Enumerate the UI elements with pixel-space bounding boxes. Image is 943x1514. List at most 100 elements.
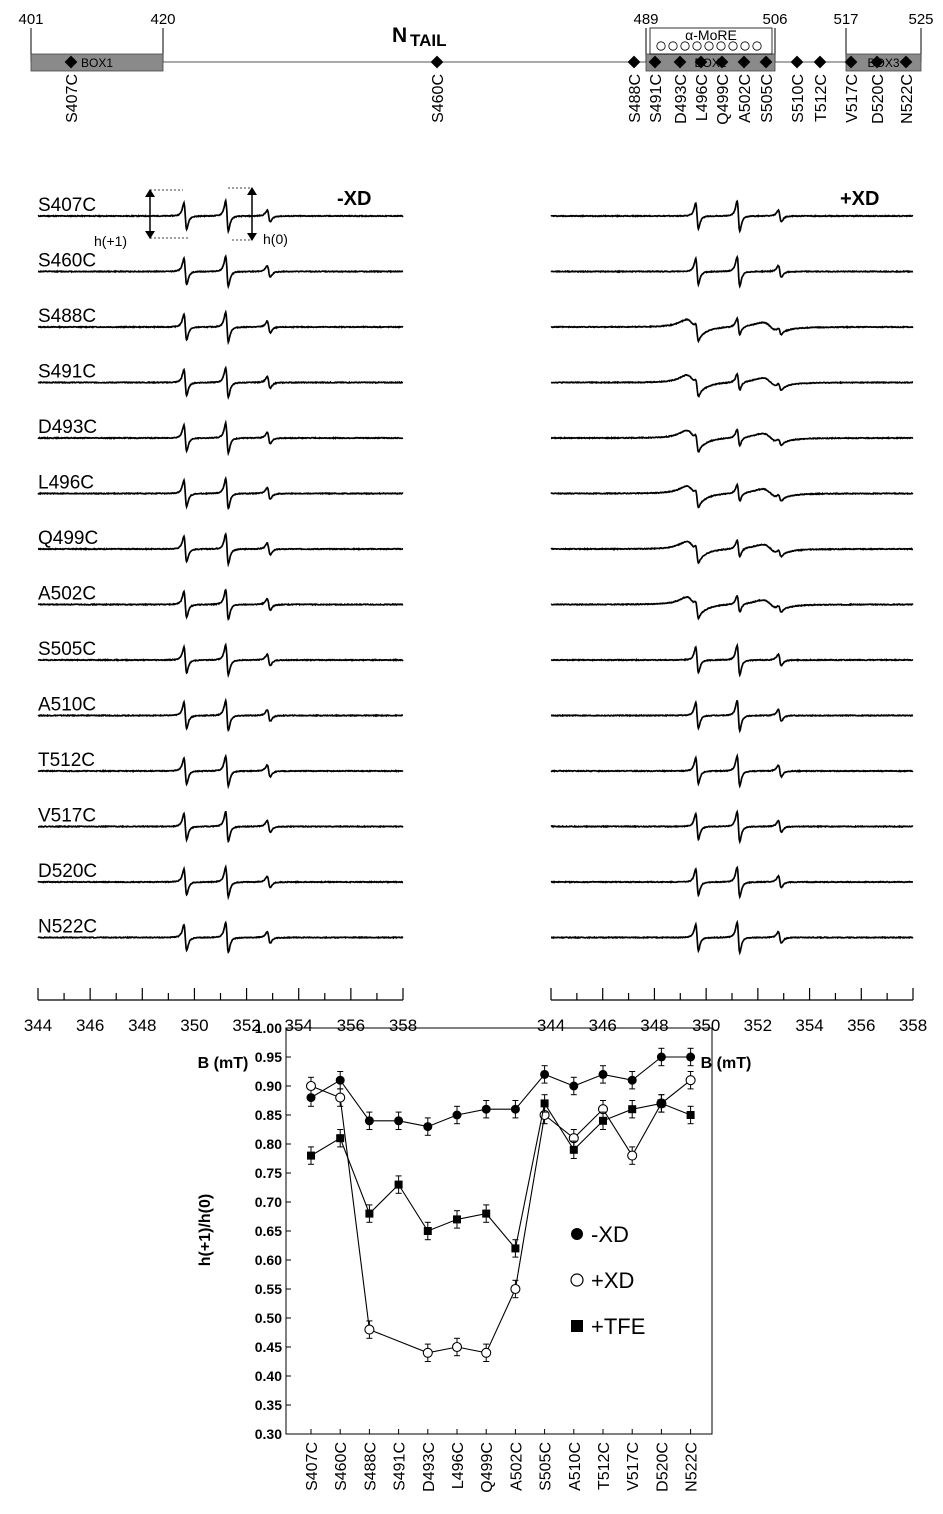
x-tick-label: A510C [567, 1442, 584, 1491]
site-label: S491C [648, 74, 665, 123]
domain-box [30, 53, 164, 72]
ratio-plot-frame [285, 1027, 713, 1435]
site-label: S505C [759, 74, 776, 123]
point-minus-xd [423, 1122, 433, 1132]
helix-coil [692, 41, 702, 51]
y-tick-label: 0.65 [255, 1223, 282, 1239]
point-plus-tfe [336, 1134, 345, 1143]
spectrum-trace-plus-xd [550, 538, 913, 565]
panel-title-minus-xd: -XD [337, 188, 371, 210]
spectrum-label: N522C [38, 917, 97, 938]
domain-sites: S407C S460C S488C S491C D493C L496C Q499C A502C… [64, 55, 916, 125]
axis-tick-label: 350 [692, 1016, 720, 1035]
legend-label: -XD [591, 1222, 629, 1247]
x-tick-label: S460C [333, 1442, 350, 1491]
x-tick-label: L496C [450, 1442, 467, 1489]
panel-title-plus-xd: +XD [840, 188, 879, 210]
spectrum-label: L496C [38, 473, 94, 494]
ratio-chart: h(+1)/h(0) 0.300.350.400.450.500.550.600… [197, 1020, 713, 1493]
spectrum-label: S488C [38, 306, 96, 327]
y-tick-label: 0.70 [255, 1194, 282, 1210]
domain-tick-label: 517 [833, 11, 858, 28]
site-label: V517C [844, 74, 861, 123]
point-minus-xd [335, 1075, 345, 1085]
x-axis-right: 344 346 348 350 352 354 356 358 [537, 988, 927, 1035]
point-plus-xd [685, 1075, 696, 1086]
domain-tick-label: 506 [762, 11, 787, 28]
helix-coil [740, 41, 750, 51]
x-tick-label: S488C [362, 1442, 379, 1491]
spectrum-label: S460C [38, 251, 96, 272]
spectrum-trace-minus-xd [38, 810, 404, 844]
series-line [310, 1056, 691, 1128]
x-axis-label-left: B (mT) [198, 1055, 249, 1072]
spectrum-trace-minus-xd [37, 419, 404, 457]
spectrum-trace-minus-xd [37, 863, 404, 901]
site-label: L496C [694, 74, 711, 121]
point-minus-xd [627, 1075, 637, 1085]
spectrum-trace-minus-xd [37, 475, 404, 510]
domain-title-sub: TAIL [410, 31, 447, 50]
axis-tick-label: 344 [24, 1016, 52, 1035]
site-label: T512C [813, 74, 830, 122]
spectrum-label: D520C [38, 861, 97, 882]
helix-coil [668, 41, 678, 51]
point-minus-xd [510, 1104, 520, 1114]
y-tick-label: 0.55 [255, 1281, 282, 1297]
helix-coil [752, 41, 762, 51]
point-plus-xd [481, 1347, 492, 1358]
axis-tick-label: 352 [744, 1016, 772, 1035]
site-label: Q499C [715, 74, 732, 125]
domain-map: N TAIL 401 420 489 506 517 525 BOX1 BOX2 BOX3 α… [18, 11, 933, 125]
point-plus-tfe [628, 1105, 637, 1114]
spectrum-trace-plus-xd [550, 594, 914, 621]
legend-marker-open-circle-icon [570, 1273, 584, 1287]
point-minus-xd [394, 1116, 404, 1126]
point-minus-xd [452, 1110, 462, 1120]
more-helix: α-MoRE [649, 27, 773, 55]
site-marker-icon [813, 55, 827, 69]
y-tick-label: 0.80 [255, 1136, 282, 1152]
spectrum-trace-plus-xd [550, 752, 914, 789]
point-plus-tfe [307, 1151, 315, 1160]
spectrum-label: A510C [38, 695, 96, 716]
spectrum-trace-minus-xd [37, 588, 404, 621]
site-marker-icon [790, 55, 804, 69]
x-axis-label-right: B (mT) [701, 1055, 752, 1072]
helix-coil [704, 41, 714, 51]
site-label: S460C [430, 74, 447, 123]
point-plus-tfe [394, 1180, 403, 1189]
spectrum-label: Q499C [38, 528, 98, 549]
spectrum-trace-plus-xd [550, 809, 914, 845]
x-tick-label: A502C [508, 1442, 525, 1491]
y-tick-label: 0.85 [255, 1107, 282, 1123]
spectrum-trace-plus-xd [550, 254, 914, 289]
spectrum-label: A502C [38, 584, 96, 605]
domain-tick-label: 525 [908, 11, 933, 28]
spectrum-trace-plus-xd [550, 482, 914, 509]
ratio-x-axis: S407C S460C S488C S491C D493C L496C Q499C A502C… [304, 1429, 701, 1493]
height-annotations: h(+1) h(0) [94, 187, 288, 249]
point-plus-tfe [657, 1099, 666, 1108]
more-label: α-MoRE [685, 27, 737, 43]
x-tick-label: V517C [625, 1442, 642, 1491]
axis-tick-label: 356 [337, 1016, 365, 1035]
axis-tick-label: 350 [180, 1016, 208, 1035]
spectrum-trace-minus-xd [37, 197, 404, 235]
axis-tick-label: 354 [795, 1016, 823, 1035]
x-tick-label: D493C [421, 1442, 438, 1492]
domain-tick-label: 401 [18, 11, 43, 28]
axis-tick-label: 354 [285, 1016, 313, 1035]
site-marker-icon [430, 55, 444, 69]
legend-marker-filled-circle-icon [571, 1228, 583, 1240]
point-plus-xd [305, 1080, 317, 1092]
epr-panel-minus-xd: -XD S407C S460C S488C S491C D493C L496C Q499C A… [24, 187, 417, 1072]
spectrum-trace-minus-xd [37, 920, 404, 954]
spectrum-trace-plus-xd [550, 372, 914, 398]
point-minus-xd [540, 1069, 550, 1079]
axis-tick-label: 346 [589, 1016, 617, 1035]
spectra-right [550, 199, 914, 956]
point-plus-tfe [365, 1209, 374, 1218]
ratio-series [305, 1047, 696, 1362]
